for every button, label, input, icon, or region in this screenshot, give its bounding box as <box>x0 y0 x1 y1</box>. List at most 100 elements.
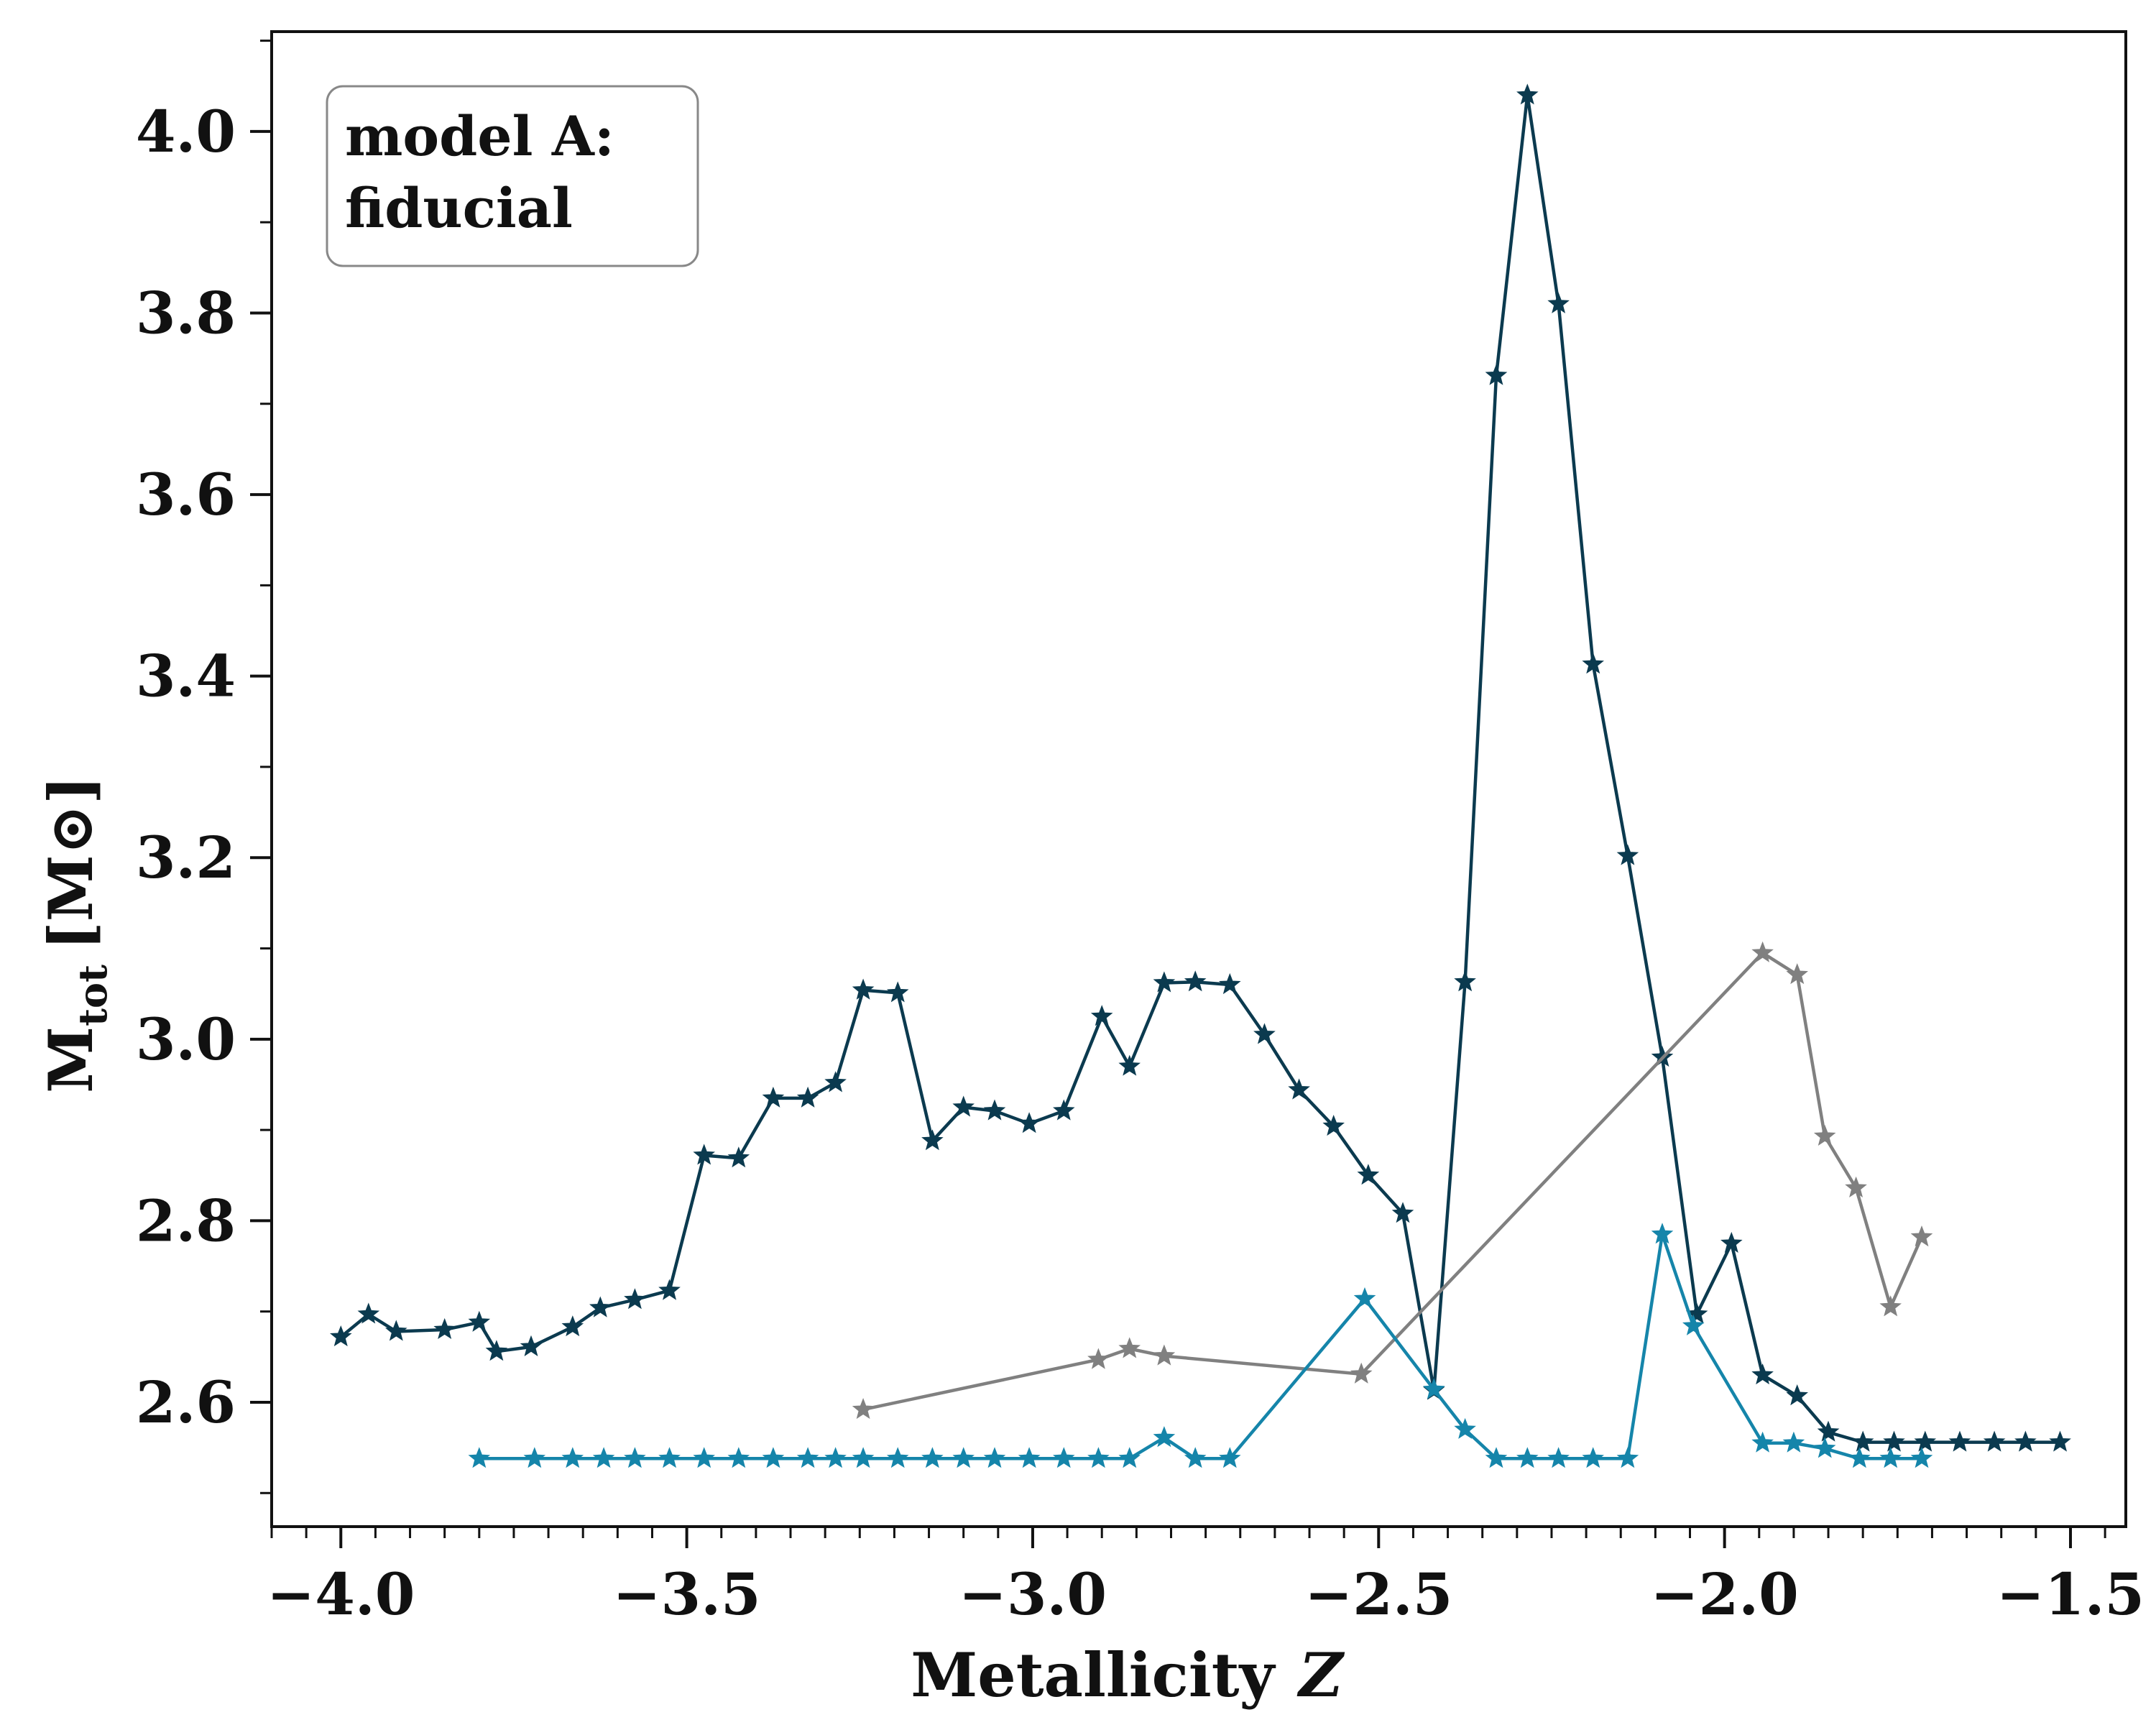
x-tick-label: −4.0 <box>267 1560 415 1628</box>
x-tick-label: −3.0 <box>959 1560 1107 1628</box>
x-tick-label: −1.5 <box>1996 1560 2145 1628</box>
series-1-point <box>1053 1099 1075 1121</box>
series-3-point <box>852 1447 875 1468</box>
series-1-point <box>727 1146 750 1168</box>
series-3-point <box>1910 1447 1933 1468</box>
y-tick-label: 3.8 <box>136 279 236 346</box>
series-1-point <box>796 1086 819 1108</box>
series-3-point <box>1018 1447 1041 1468</box>
series-2-point <box>1786 963 1808 985</box>
series-1-point <box>385 1320 407 1341</box>
y-tick-label: 3.6 <box>136 461 236 528</box>
series-1-point <box>1219 972 1241 995</box>
series-1-point <box>520 1335 543 1357</box>
series-1-point <box>1184 970 1207 992</box>
x-axis-title: Metallicity Z <box>911 1639 1345 1711</box>
y-tick-label: 3.0 <box>136 1006 236 1073</box>
plot-frame <box>270 30 2127 1528</box>
series-1-point <box>1786 1384 1808 1406</box>
series-1-point <box>1454 970 1476 992</box>
series-3-point <box>1184 1447 1207 1468</box>
series-1-point <box>762 1086 785 1108</box>
series-3-point <box>921 1447 944 1468</box>
series-3-point <box>1651 1223 1674 1244</box>
y-tick-label: 3.2 <box>136 824 236 891</box>
series-3-point <box>952 1447 975 1468</box>
series-1-point <box>1616 844 1639 865</box>
annotation-line-1: model A: <box>345 104 614 168</box>
series-1-point <box>1948 1430 1971 1452</box>
series-1-point <box>693 1144 715 1165</box>
series-3-point <box>1879 1447 1902 1468</box>
series-1-point <box>983 1099 1006 1121</box>
series-1-point <box>1914 1430 1937 1452</box>
series-3-point <box>1547 1447 1570 1468</box>
series-1-point <box>921 1129 944 1151</box>
series-3-point <box>1118 1447 1141 1468</box>
series-1-point <box>589 1296 612 1317</box>
annotation-frame <box>326 85 699 267</box>
series-1-point <box>330 1325 352 1347</box>
series-1-point <box>1720 1231 1743 1253</box>
series-1-point <box>1516 83 1539 105</box>
series-2-point <box>852 1398 875 1420</box>
series-3-point <box>658 1447 681 1468</box>
y-tick-label: 4.0 <box>136 98 236 165</box>
series-2-point <box>1118 1337 1141 1358</box>
series-3-point <box>886 1447 909 1468</box>
series-2-point <box>1910 1225 1933 1247</box>
series-layer <box>330 83 2071 1468</box>
ticks-layer: −4.0 −3.5 −3.0 −2.5 −2.0 −1.5 2.6 2.8 3.0 3.2 3.4 3… <box>136 40 2145 1628</box>
series-1-point <box>433 1317 456 1339</box>
series-1-point <box>852 978 875 1000</box>
series-1-point <box>886 981 909 1003</box>
series-3-point <box>1616 1447 1639 1468</box>
series-3-point <box>1848 1447 1871 1468</box>
x-axis-label: Metallicity <box>911 1639 1276 1711</box>
series-1-point <box>624 1288 646 1310</box>
series-3-point <box>624 1447 646 1468</box>
series-1-point <box>357 1302 380 1324</box>
series-1-point <box>824 1071 847 1092</box>
series-2-point <box>1845 1176 1867 1198</box>
series-3-point <box>592 1447 615 1468</box>
x-tick-label: −3.5 <box>613 1560 761 1628</box>
series-1-point <box>1485 364 1508 385</box>
series-2-point <box>1087 1348 1110 1369</box>
series-3-point <box>1423 1378 1445 1399</box>
series-1-point <box>1322 1115 1345 1136</box>
series-1-point <box>1817 1420 1840 1442</box>
series-1-point <box>1883 1430 1905 1452</box>
series-2-point <box>1350 1362 1373 1384</box>
series-3-point <box>1516 1447 1539 1468</box>
series-3-point <box>1219 1447 1241 1468</box>
series-1-point <box>1018 1112 1041 1133</box>
series-1-point <box>1118 1054 1141 1076</box>
series-3-point <box>561 1447 584 1468</box>
x-tick-label: −2.5 <box>1304 1560 1452 1628</box>
series-1-point <box>1153 971 1176 993</box>
series-3-point <box>1813 1437 1836 1458</box>
series-1-point <box>1357 1164 1380 1185</box>
y-tick-label: 2.8 <box>136 1187 236 1254</box>
y-axis-unit: [M⊙] <box>35 776 106 950</box>
series-3-point <box>796 1447 819 1468</box>
series-3-point <box>1353 1287 1376 1308</box>
y-axis-label-subscript: tot <box>70 965 116 1026</box>
series-3-point <box>1454 1417 1476 1439</box>
series-3-point <box>762 1447 785 1468</box>
series-2-point <box>1879 1295 1902 1317</box>
series-1-point <box>1582 653 1604 674</box>
series-1-point <box>1851 1430 1874 1452</box>
series-1-point <box>1288 1078 1310 1100</box>
series-1 <box>330 83 2071 1452</box>
series-3-point <box>1053 1447 1075 1468</box>
series-1-point <box>1391 1202 1414 1223</box>
series-1-point <box>485 1340 508 1361</box>
series-2 <box>852 941 1933 1420</box>
series-3-point <box>727 1447 750 1468</box>
series-2-point <box>1751 941 1774 962</box>
series-1-point <box>658 1279 681 1300</box>
x-tick-label: −2.0 <box>1651 1560 1799 1628</box>
